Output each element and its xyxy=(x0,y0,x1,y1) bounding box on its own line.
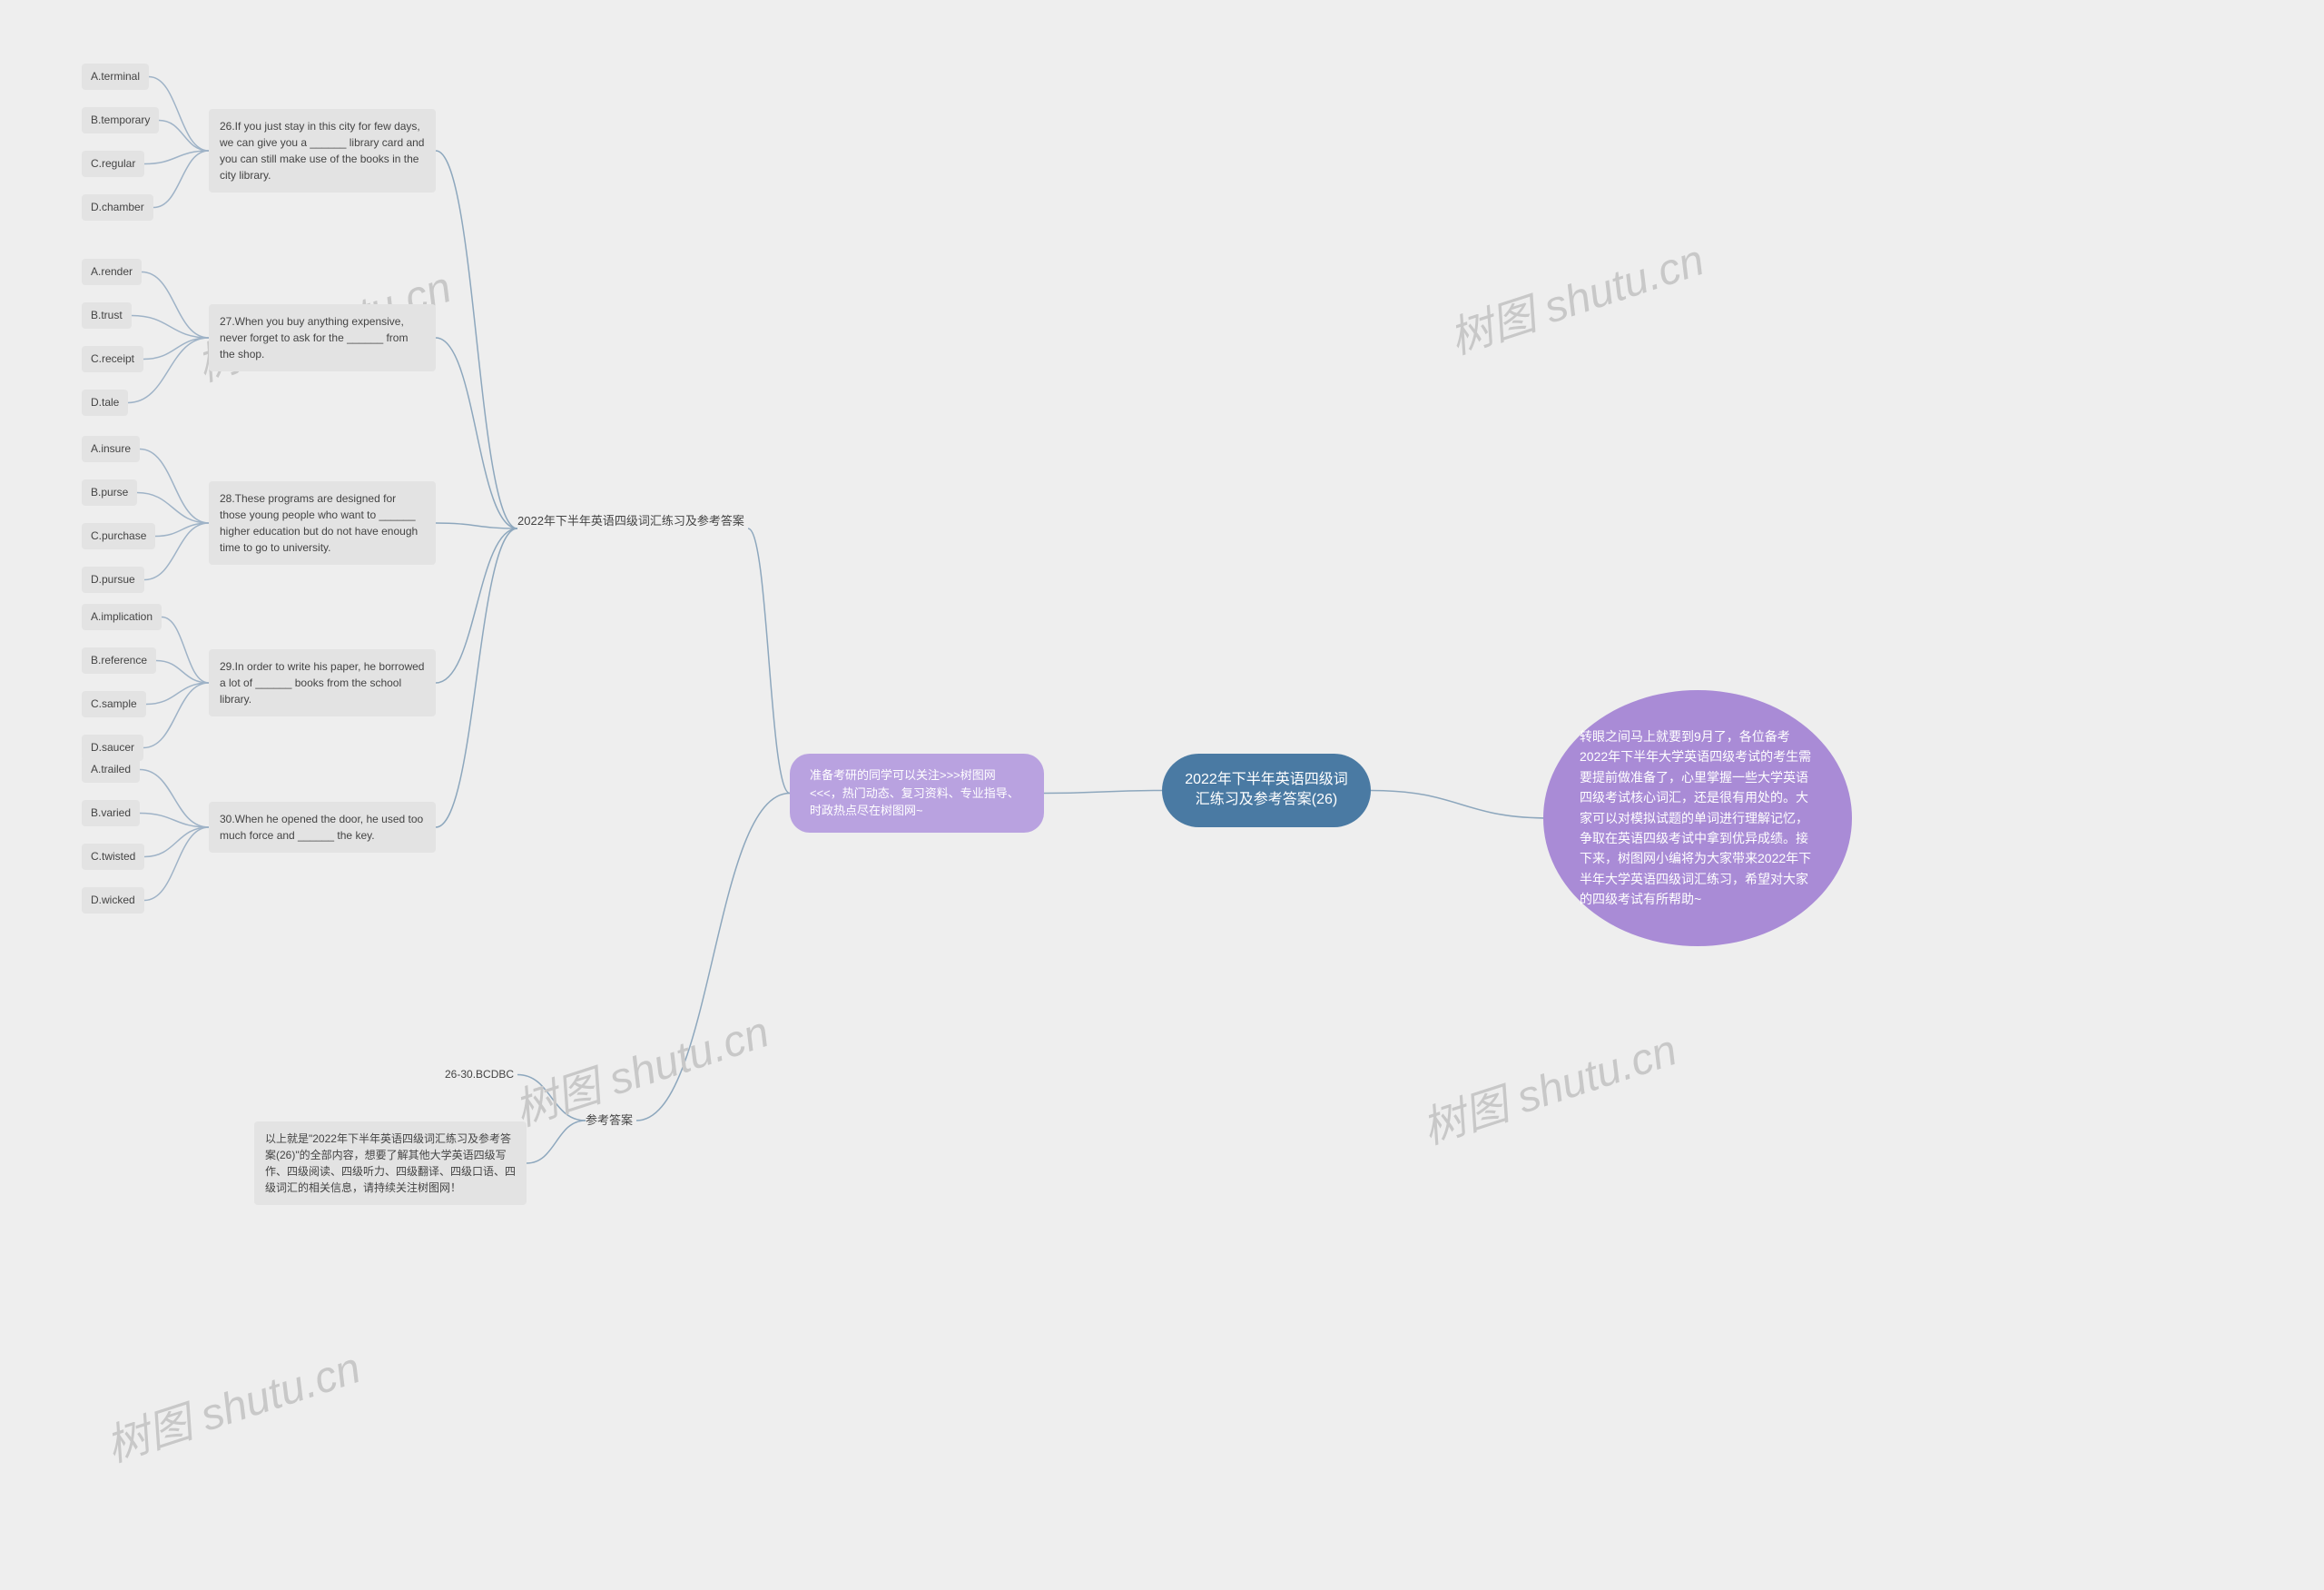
option[interactable]: A.implication xyxy=(82,604,162,630)
option[interactable]: D.chamber xyxy=(82,194,153,221)
question-28[interactable]: 28.These programs are designed for those… xyxy=(209,481,436,565)
mindmap-canvas: 2022年下半年英语四级词汇练习及参考答案(26) 转眼之间马上就要到9月了，各… xyxy=(0,0,2324,1590)
answers-title[interactable]: 参考答案 xyxy=(586,1112,633,1129)
option[interactable]: B.trust xyxy=(82,302,132,329)
question-27[interactable]: 27.When you buy anything expensive, neve… xyxy=(209,304,436,371)
question-29[interactable]: 29.In order to write his paper, he borro… xyxy=(209,649,436,716)
option[interactable]: C.purchase xyxy=(82,523,155,549)
question-26[interactable]: 26.If you just stay in this city for few… xyxy=(209,109,436,193)
option[interactable]: D.tale xyxy=(82,390,128,416)
question-30[interactable]: 30.When he opened the door, he used too … xyxy=(209,802,436,853)
option[interactable]: D.wicked xyxy=(82,887,144,914)
option[interactable]: C.twisted xyxy=(82,844,144,870)
option[interactable]: C.sample xyxy=(82,691,146,717)
option[interactable]: C.receipt xyxy=(82,346,143,372)
watermark: 树图 shutu.cn xyxy=(1413,1014,1683,1156)
option[interactable]: A.terminal xyxy=(82,64,149,90)
root-node[interactable]: 2022年下半年英语四级词汇练习及参考答案(26) xyxy=(1162,754,1371,827)
answers-note: 以上就是"2022年下半年英语四级词汇练习及参考答案(26)"的全部内容，想要了… xyxy=(254,1121,527,1205)
option[interactable]: A.trailed xyxy=(82,756,140,783)
option[interactable]: B.temporary xyxy=(82,107,159,133)
promo-node[interactable]: 准备考研的同学可以关注>>>树图网<<<，热门动态、复习资料、专业指导、时政热点… xyxy=(790,754,1044,833)
option[interactable]: C.regular xyxy=(82,151,144,177)
answers-key: 26-30.BCDBC xyxy=(445,1067,514,1082)
option[interactable]: B.reference xyxy=(82,647,156,674)
watermark: 树图 shutu.cn xyxy=(505,996,775,1138)
section-title[interactable]: 2022年下半年英语四级词汇练习及参考答案 xyxy=(517,513,744,529)
option[interactable]: A.insure xyxy=(82,436,140,462)
option[interactable]: B.varied xyxy=(82,800,140,826)
option[interactable]: B.purse xyxy=(82,479,137,506)
option[interactable]: D.pursue xyxy=(82,567,144,593)
watermark: 树图 shutu.cn xyxy=(96,1332,367,1474)
option[interactable]: A.render xyxy=(82,259,142,285)
intro-node[interactable]: 转眼之间马上就要到9月了，各位备考2022年下半年大学英语四级考试的考生需要提前… xyxy=(1543,690,1852,946)
watermark: 树图 shutu.cn xyxy=(1440,224,1710,366)
